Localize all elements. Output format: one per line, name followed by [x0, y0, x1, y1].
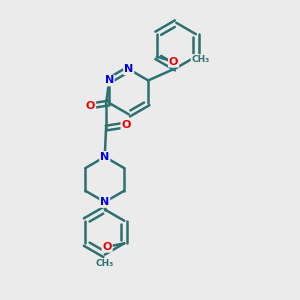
- Text: CH₃: CH₃: [191, 55, 209, 64]
- Text: O: O: [86, 101, 95, 111]
- Text: N: N: [124, 64, 133, 74]
- Text: N: N: [100, 152, 110, 162]
- Text: O: O: [169, 57, 178, 67]
- Text: N: N: [104, 76, 114, 85]
- Text: O: O: [102, 242, 112, 252]
- Text: CH₃: CH₃: [95, 259, 114, 268]
- Text: O: O: [122, 120, 131, 130]
- Text: N: N: [100, 197, 110, 207]
